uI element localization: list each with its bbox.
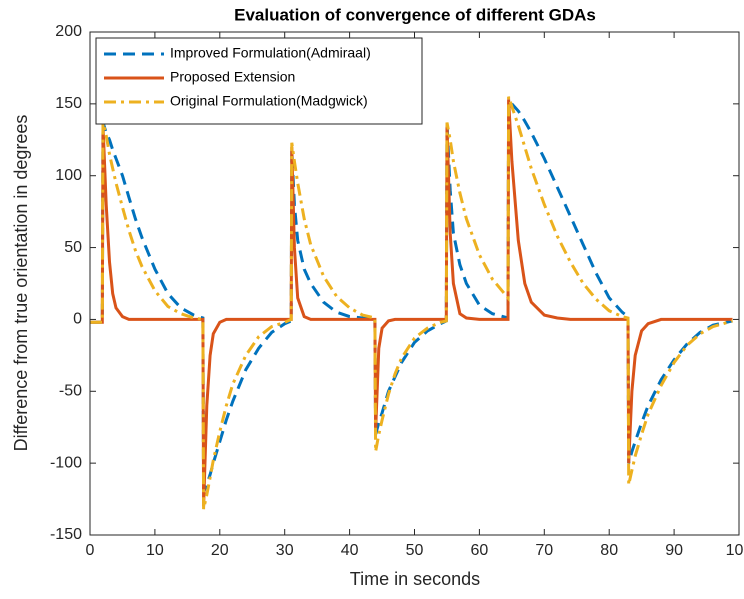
y-tick-label: -50: [59, 383, 82, 400]
legend-label: Improved Formulation(Admiraal): [170, 45, 371, 61]
y-axis-label: Difference from true orientation in degr…: [11, 115, 31, 452]
x-tick-label: 0: [86, 542, 95, 559]
x-tick-label: 90: [665, 542, 683, 559]
y-tick-label: -150: [50, 526, 82, 543]
series-line: [90, 99, 733, 507]
legend-label: Proposed Extension: [170, 69, 295, 85]
x-tick-label: 50: [406, 542, 424, 559]
x-tick-label: 60: [471, 542, 489, 559]
x-tick-label: 70: [535, 542, 553, 559]
legend-box: [95, 37, 423, 125]
y-tick-label: 0: [73, 311, 82, 328]
x-tick-label: 40: [341, 542, 359, 559]
series-line: [90, 96, 733, 510]
series-line: [90, 97, 733, 493]
y-tick-label: 150: [55, 95, 82, 112]
x-tick-label: 30: [276, 542, 294, 559]
y-tick-label: 50: [64, 239, 82, 256]
y-tick-label: -100: [50, 454, 82, 471]
x-tick-label: 20: [211, 542, 229, 559]
x-tick-label: 10: [146, 542, 164, 559]
x-axis-label: Time in seconds: [350, 569, 480, 589]
x-tick-label: 80: [600, 542, 618, 559]
legend-label: Original Formulation(Madgwick): [170, 93, 368, 109]
x-tick-label: 100: [726, 542, 744, 559]
y-tick-label: 100: [55, 167, 82, 184]
y-tick-label: 200: [55, 23, 82, 40]
chart-title: Evaluation of convergence of different G…: [234, 5, 596, 24]
